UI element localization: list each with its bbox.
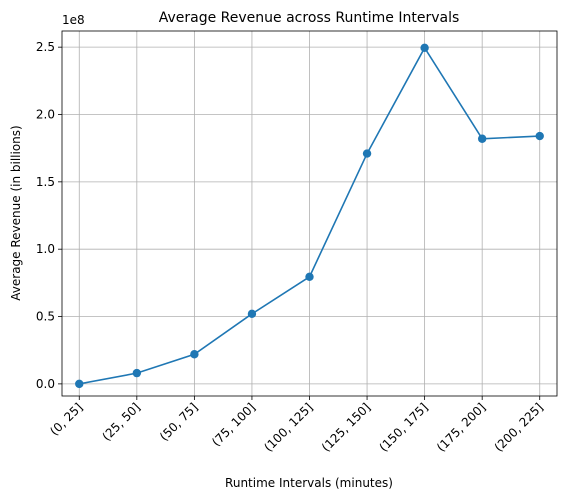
y-offset-label: 1e8 — [62, 13, 85, 27]
y-tick-label: 1.0 — [36, 242, 55, 256]
x-tick-label: (200, 225] — [492, 400, 546, 454]
data-points — [75, 43, 544, 389]
x-tick-label: (125, 150] — [319, 400, 373, 454]
data-point — [190, 350, 199, 359]
x-tick-label: (75, 100] — [209, 400, 258, 449]
y-tick-label: 2.5 — [36, 40, 55, 54]
x-tick-label: (50, 75] — [157, 400, 201, 444]
x-tick-label: (0, 25] — [47, 400, 85, 438]
data-point — [75, 379, 84, 389]
y-tick-label: 2.0 — [36, 108, 55, 122]
x-tick-label: (175, 200] — [434, 400, 488, 454]
x-tick-label: (150, 175] — [376, 400, 430, 454]
data-point — [535, 131, 544, 141]
y-tick-label: 0.0 — [36, 377, 55, 391]
x-axis-label: Runtime Intervals (minutes) — [225, 476, 393, 490]
grid — [62, 31, 557, 396]
x-tick-label: (100, 125] — [261, 400, 315, 454]
plot-frame — [61, 30, 558, 397]
data-point — [305, 272, 314, 282]
data-point — [362, 149, 372, 158]
axis-ticks: (0, 25] (25, 50] (50, 75] (75, 100] (100, 12… — [36, 40, 546, 454]
data-point — [477, 134, 487, 143]
y-tick-label: 1.5 — [36, 175, 55, 189]
data-point — [132, 368, 142, 378]
data-point — [247, 309, 257, 319]
chart-title: Average Revenue across Runtime Intervals — [159, 10, 460, 26]
x-tick-label: (25, 50] — [99, 400, 143, 444]
y-axis-label: Average Revenue (in billions) — [9, 125, 23, 300]
data-point — [420, 43, 429, 53]
y-tick-label: 0.5 — [36, 310, 55, 324]
